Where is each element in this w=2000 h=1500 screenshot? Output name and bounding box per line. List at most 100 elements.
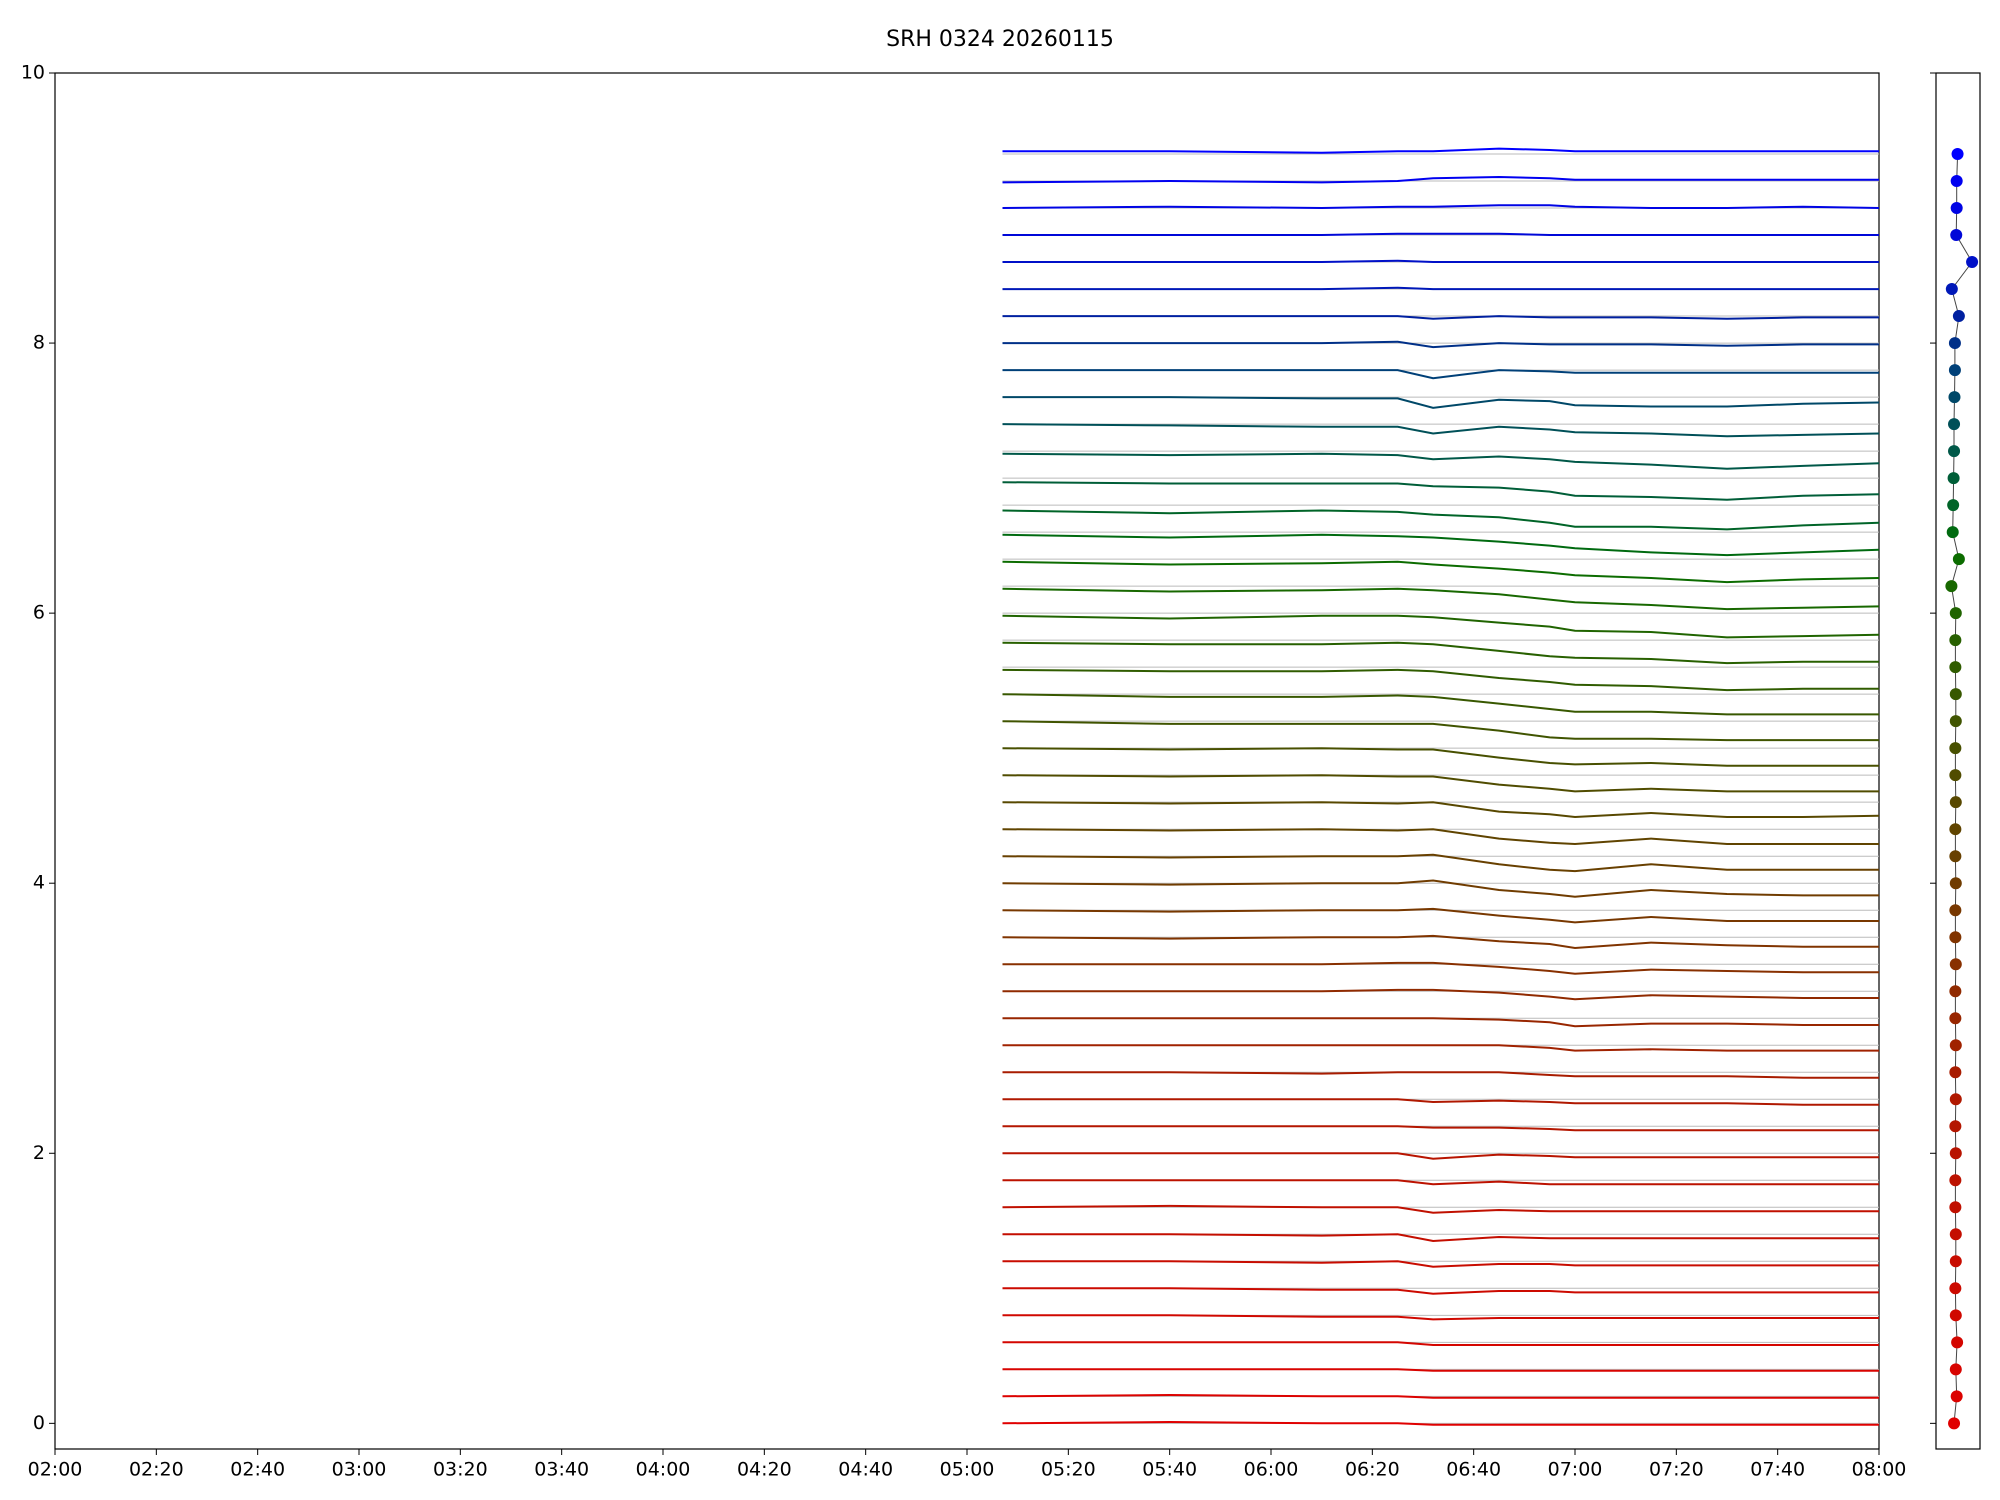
side-marker	[1945, 580, 1958, 593]
side-marker	[1949, 1363, 1962, 1376]
trace	[1002, 1420, 1879, 1426]
side-marker	[1949, 715, 1962, 728]
x-tick-label: 03:00	[332, 1459, 387, 1481]
x-tick-label: 05:20	[1041, 1459, 1096, 1481]
trace	[1002, 1287, 1879, 1295]
trace	[1002, 668, 1879, 692]
trace	[1002, 1314, 1879, 1321]
trace	[1002, 879, 1879, 898]
side-marker	[1949, 1174, 1962, 1187]
side-marker	[1951, 148, 1964, 161]
side-marker	[1949, 985, 1962, 998]
side-marker	[1949, 769, 1962, 782]
trace	[1002, 1098, 1879, 1106]
trace	[1002, 774, 1879, 793]
trace	[1002, 1260, 1879, 1268]
x-tick-label: 04:40	[838, 1459, 893, 1481]
side-marker	[1951, 1336, 1964, 1349]
trace	[1002, 1204, 1879, 1214]
trace	[1002, 315, 1879, 320]
y-tick-label: 10	[21, 62, 45, 84]
side-marker	[1949, 877, 1962, 890]
x-tick-label: 05:00	[940, 1459, 995, 1481]
trace	[1002, 259, 1879, 263]
trace	[1002, 509, 1880, 531]
side-marker	[1949, 1012, 1962, 1025]
side-marker	[1949, 904, 1962, 917]
side-marker	[1949, 1093, 1962, 1106]
trace	[1002, 1125, 1879, 1132]
side-marker	[1945, 283, 1958, 296]
side-marker	[1950, 175, 1963, 188]
side-marker	[1949, 958, 1962, 971]
trace	[1002, 934, 1879, 950]
side-marker	[1949, 931, 1962, 944]
side-marker	[1948, 1417, 1961, 1430]
trace	[1002, 1393, 1879, 1399]
trace	[1002, 720, 1879, 742]
trace	[1002, 396, 1880, 409]
side-marker	[1949, 823, 1962, 836]
side-marker	[1949, 1147, 1962, 1160]
side-marker	[1949, 742, 1962, 755]
trace	[1002, 641, 1879, 665]
side-marker	[1949, 1309, 1962, 1322]
trace	[1002, 533, 1880, 557]
y-tick-label: 8	[33, 332, 45, 354]
side-marker	[1949, 1201, 1962, 1214]
side-marker	[1949, 661, 1962, 674]
trace	[1002, 1017, 1879, 1028]
x-tick-label: 04:00	[636, 1459, 691, 1481]
trace	[1002, 988, 1879, 1001]
trace	[1002, 423, 1880, 438]
trace	[1002, 340, 1879, 349]
side-marker	[1949, 1039, 1962, 1052]
x-tick-label: 08:00	[1852, 1459, 1907, 1481]
trace	[1002, 1233, 1879, 1243]
side-marker	[1952, 310, 1965, 323]
x-tick-label: 07:40	[1750, 1459, 1805, 1481]
side-marker	[1948, 337, 1961, 350]
y-tick-label: 4	[33, 872, 45, 894]
x-tick-label: 02:40	[230, 1459, 285, 1481]
x-tick-label: 07:00	[1548, 1459, 1603, 1481]
side-marker	[1948, 391, 1961, 404]
y-tick-label: 6	[33, 602, 45, 624]
x-tick-label: 06:20	[1345, 1459, 1400, 1481]
trace	[1002, 1071, 1879, 1079]
plot-frame	[54, 72, 1880, 1450]
trace	[1002, 747, 1879, 767]
x-tick-label: 02:00	[28, 1459, 83, 1481]
x-tick-label: 05:40	[1142, 1459, 1197, 1481]
x-tick-label: 06:40	[1446, 1459, 1501, 1481]
y-tick-label: 0	[33, 1412, 45, 1434]
chart-title: SRH 0324 20260115	[886, 27, 1114, 52]
side-marker	[1949, 796, 1962, 809]
side-marker	[1950, 229, 1963, 242]
x-tick-label: 04:20	[737, 1459, 792, 1481]
side-marker	[1952, 553, 1965, 566]
side-marker	[1950, 202, 1963, 215]
trace	[1002, 828, 1879, 846]
trace	[1002, 614, 1880, 639]
side-marker	[1949, 607, 1962, 620]
side-marker	[1949, 1066, 1962, 1079]
trace	[1002, 232, 1879, 236]
side-marker	[1948, 418, 1961, 431]
x-tick-label: 02:20	[129, 1459, 184, 1481]
side-marker	[1948, 364, 1961, 377]
side-marker	[1946, 526, 1959, 539]
trace	[1002, 286, 1879, 291]
trace	[1002, 452, 1880, 470]
side-marker	[1947, 472, 1960, 485]
side-marker	[1949, 634, 1962, 647]
x-tick-label: 03:20	[433, 1459, 488, 1481]
side-panel-frame	[1935, 72, 1981, 1450]
trace	[1002, 801, 1880, 819]
x-tick-label: 03:40	[534, 1459, 589, 1481]
side-marker	[1948, 445, 1961, 458]
side-marker	[1949, 1228, 1962, 1241]
side-marker	[1949, 1120, 1962, 1133]
trace	[1002, 1152, 1879, 1160]
